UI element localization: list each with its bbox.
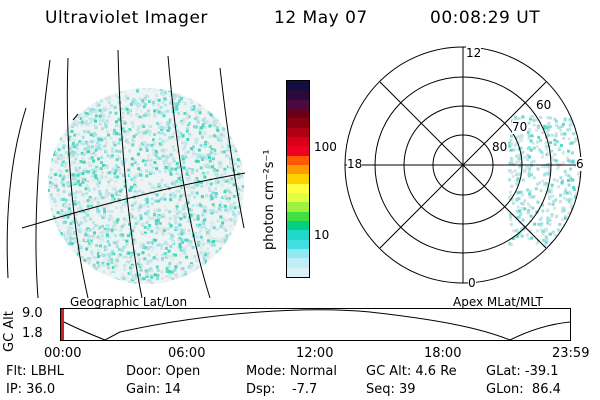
status-mode: Mode: Normal bbox=[246, 364, 337, 379]
colorbar-segment bbox=[287, 239, 309, 249]
mlat-label-60: 60 bbox=[536, 98, 552, 112]
instrument-title: Ultraviolet Imager bbox=[45, 8, 208, 28]
colorbar-segment bbox=[287, 183, 309, 193]
colorbar-segment bbox=[287, 211, 309, 221]
left-panel-label: Geographic Lat/Lon bbox=[70, 295, 188, 309]
colorbar-segment bbox=[287, 136, 309, 147]
status-gc-alt: GC Alt: 4.6 Re bbox=[366, 364, 457, 379]
timeline-ytick-high: 9.0 bbox=[22, 306, 43, 321]
timeline-xtick-4: 23:59 bbox=[552, 346, 590, 361]
timeline-ytick-low: 1.8 bbox=[22, 326, 43, 341]
polar-grid bbox=[344, 46, 582, 284]
status-filter: Flt: LBHL bbox=[6, 364, 64, 379]
timeline-xtick-3: 18:00 bbox=[424, 346, 462, 361]
status-gain: Gain: 14 bbox=[126, 382, 181, 397]
timeline-xtick-0: 00:00 bbox=[44, 346, 82, 361]
altitude-timeline bbox=[60, 308, 571, 341]
timeline-xtick-2: 12:00 bbox=[296, 346, 334, 361]
colorbar-segment bbox=[287, 118, 309, 128]
colorbar-segment bbox=[287, 174, 309, 184]
colorbar-segment bbox=[287, 267, 309, 277]
colorbar-segment bbox=[287, 164, 309, 175]
mlt-label-12: 12 bbox=[466, 46, 482, 60]
polar-mlt-plot bbox=[344, 46, 582, 284]
colorbar-tick-10: 10 bbox=[314, 228, 330, 242]
colorbar-segment bbox=[287, 258, 309, 268]
mlat-label-80: 80 bbox=[492, 140, 508, 154]
uv-emission-disk bbox=[48, 88, 244, 284]
colorbar-segment bbox=[287, 108, 309, 119]
status-glon: GLon: 86.4 bbox=[486, 382, 561, 397]
status-seq: Seq: 39 bbox=[366, 382, 416, 397]
color-scale-bar bbox=[286, 80, 310, 278]
status-glat: GLat: -39.1 bbox=[486, 364, 559, 379]
current-time-marker bbox=[61, 309, 64, 340]
timeline-ylabel: GC Alt bbox=[2, 311, 17, 352]
mlat-label-70: 70 bbox=[512, 120, 528, 134]
colorbar-segment bbox=[287, 146, 309, 156]
colorbar-segment bbox=[287, 220, 309, 231]
colorbar-segment bbox=[287, 192, 309, 203]
colorbar-segment bbox=[287, 202, 309, 212]
colorbar-unit-label: photon cm⁻²s⁻¹ bbox=[262, 149, 277, 250]
colorbar-segment bbox=[287, 127, 309, 137]
status-dsp: Dsp: -7.7 bbox=[246, 382, 318, 397]
mlt-label-18: 18 bbox=[347, 157, 363, 171]
colorbar-tick-100: 100 bbox=[314, 140, 337, 154]
observation-date: 12 May 07 bbox=[274, 8, 368, 28]
observation-time: 00:08:29 UT bbox=[430, 8, 541, 28]
lat-lon-grid bbox=[6, 49, 246, 298]
site-marker bbox=[72, 113, 79, 121]
colorbar-segment bbox=[287, 81, 309, 91]
geographic-image-panel bbox=[6, 49, 246, 298]
status-door: Door: Open bbox=[126, 364, 201, 379]
colorbar-segment bbox=[287, 248, 309, 259]
colorbar-segment bbox=[287, 155, 309, 165]
mlt-label-6: 6 bbox=[576, 157, 584, 171]
colorbar-segment bbox=[287, 90, 309, 100]
status-ip: IP: 36.0 bbox=[6, 382, 56, 397]
colorbar-segment bbox=[287, 230, 309, 240]
colorbar-segment bbox=[287, 99, 309, 109]
timeline-xtick-1: 06:00 bbox=[168, 346, 206, 361]
right-panel-label: Apex MLat/MLT bbox=[453, 295, 543, 309]
mlt-label-0: 0 bbox=[468, 276, 476, 290]
